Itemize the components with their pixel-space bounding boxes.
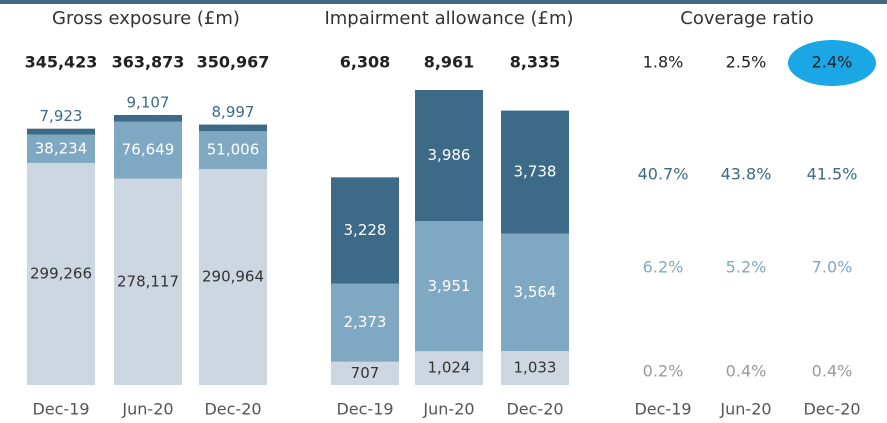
ratio-cell: 1.8%	[643, 53, 684, 72]
bar-segment	[114, 178, 182, 385]
segment-label: 299,266	[30, 264, 92, 282]
category-label: Dec-20	[506, 400, 563, 419]
bar-segment	[114, 115, 182, 122]
category-label: Jun-20	[422, 400, 474, 419]
bar-segment	[331, 177, 399, 284]
segment-label: 3,951	[428, 277, 471, 295]
category-label: Dec-20	[803, 400, 860, 419]
bar-segment	[415, 221, 483, 352]
ratio-cell: 7.0%	[812, 258, 853, 277]
bar-segment	[27, 134, 95, 163]
total-label: 6,308	[340, 53, 391, 72]
category-label: Dec-20	[204, 400, 261, 419]
ratio-cell: 6.2%	[643, 258, 684, 277]
category-label: Dec-19	[634, 400, 691, 419]
segment-label: 38,234	[35, 139, 88, 157]
total-label: 350,967	[197, 53, 270, 72]
bar-segment	[199, 124, 267, 132]
segment-label: 3,564	[514, 283, 557, 301]
ratio-cell: 0.2%	[643, 362, 684, 381]
panel-title: Gross exposure (£m)	[52, 8, 240, 29]
total-label: 345,423	[25, 53, 98, 72]
total-label: 8,335	[510, 53, 561, 72]
ratio-cell: 41.5%	[807, 165, 858, 184]
ratio-cell: 0.4%	[726, 362, 767, 381]
top-strip	[0, 0, 887, 4]
bar-segment	[27, 162, 95, 385]
bar-segment	[199, 169, 267, 385]
ratio-cell: 2.4%	[812, 53, 853, 72]
ratio-cell: 40.7%	[638, 165, 689, 184]
bar-segment	[415, 351, 483, 385]
total-label: 8,961	[424, 53, 475, 72]
segment-label: 51,006	[207, 141, 260, 159]
segment-label: 1,033	[514, 358, 557, 376]
segment-label: 707	[351, 364, 380, 382]
bar-segment	[27, 128, 95, 135]
bar-segment	[114, 121, 182, 179]
ratio-cell: 2.5%	[726, 53, 767, 72]
category-label: Dec-19	[32, 400, 89, 419]
segment-label: 3,228	[344, 221, 387, 239]
bar-segment	[331, 283, 399, 362]
segment-label: 2,373	[344, 313, 387, 331]
segment-label: 278,117	[117, 272, 179, 290]
bar-segment	[501, 233, 569, 351]
segment-label: 9,107	[127, 94, 170, 112]
segment-label: 3,986	[428, 146, 471, 164]
highlight	[788, 40, 876, 86]
segment-label: 8,997	[212, 103, 255, 121]
bar-segment	[501, 110, 569, 234]
ratio-cell: 0.4%	[812, 362, 853, 381]
segment-label: 76,649	[122, 141, 175, 159]
panel-title: Impairment allowance (£m)	[324, 8, 573, 29]
bar-segment	[331, 361, 399, 385]
ratio-cell: 43.8%	[721, 165, 772, 184]
segment-label: 7,923	[40, 107, 83, 125]
segment-label: 290,964	[202, 268, 264, 286]
category-label: Jun-20	[719, 400, 771, 419]
category-label: Dec-19	[336, 400, 393, 419]
total-label: 363,873	[112, 53, 185, 72]
bar-segment	[415, 90, 483, 222]
segment-label: 1,024	[428, 359, 471, 377]
bar-segment	[199, 131, 267, 170]
panel-title: Coverage ratio	[680, 8, 813, 29]
bar-segment	[501, 350, 569, 385]
category-label: Jun-20	[121, 400, 173, 419]
segment-label: 3,738	[514, 163, 557, 181]
ratio-cell: 5.2%	[726, 258, 767, 277]
